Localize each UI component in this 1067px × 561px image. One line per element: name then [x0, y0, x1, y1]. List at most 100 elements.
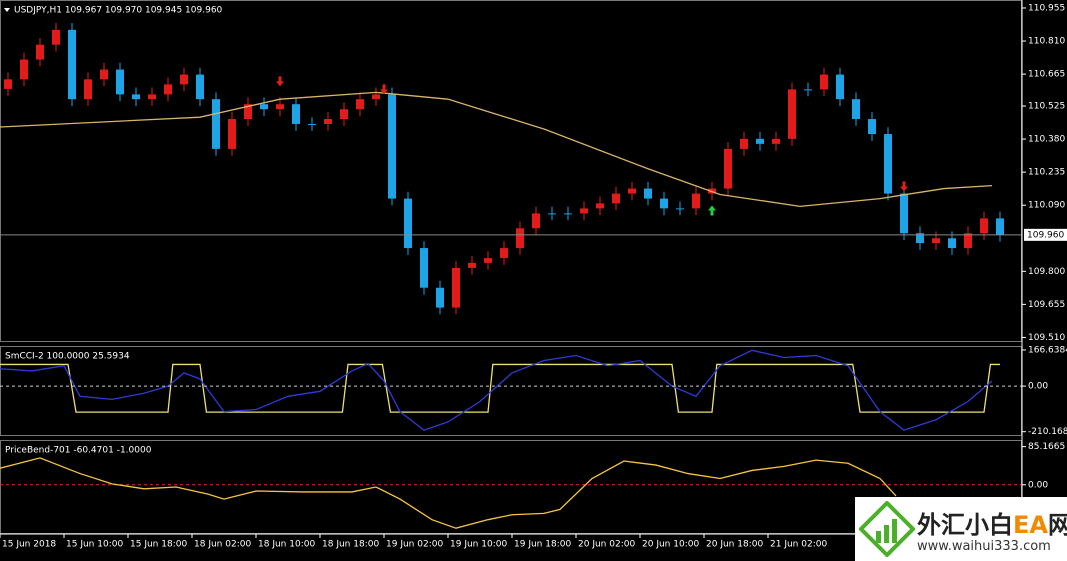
x-tick-label: 20 Jun 18:00 [706, 540, 763, 550]
x-tick-label: 19 Jun 10:00 [450, 540, 507, 550]
y-tick-label: 0.00 [1028, 382, 1048, 392]
watermark-name: 外汇小白EA网 [917, 505, 1067, 540]
candle-body [788, 89, 796, 139]
candle-body [308, 124, 316, 126]
candle-body [468, 262, 476, 268]
panel-frame [0, 0, 1022, 342]
watermark-text: 外汇小白 [917, 511, 1013, 539]
x-tick-label: 18 Jun 10:00 [258, 540, 315, 550]
candle-body [404, 198, 412, 249]
x-tick-label: 15 Jun 18:00 [130, 540, 187, 550]
candle-body [36, 44, 44, 60]
y-tick-label: 85.1665 [1028, 442, 1065, 452]
candle-body [500, 248, 508, 259]
candle-body [724, 148, 732, 189]
x-tick-label: 19 Jun 02:00 [386, 540, 443, 550]
x-tick-label: 20 Jun 10:00 [642, 540, 699, 550]
candle-body [964, 233, 972, 249]
y-tick-label: 110.955 [1028, 3, 1065, 13]
logo-icon [859, 501, 915, 557]
watermark-text: EA [1013, 511, 1048, 539]
candle-body [4, 79, 12, 89]
y-tick-label: 109.510 [1028, 333, 1065, 343]
y-tick-label: 0.00 [1028, 480, 1048, 490]
candle-body [260, 104, 268, 110]
watermark: 外汇小白EA网 www.waihui333.com [855, 497, 1067, 561]
x-tick-label: 15 Jun 2018 [2, 540, 56, 550]
candle-body [644, 188, 652, 199]
candle-body [292, 104, 300, 125]
indicator-line [0, 91, 993, 207]
candle-body [548, 213, 556, 215]
x-tick-label: 18 Jun 02:00 [194, 540, 251, 550]
panel-title: SmCCI-2 100.0000 25.5934 [5, 352, 130, 362]
panel-title: USDJPY,H1 109.967 109.970 109.945 109.96… [14, 6, 223, 16]
signal-arrow [900, 181, 908, 192]
signal-arrow [276, 76, 284, 87]
x-tick-label: 19 Jun 18:00 [514, 540, 571, 550]
candle-body [756, 138, 764, 144]
candle-body [356, 99, 364, 110]
signal-arrow [708, 205, 716, 216]
y-tick-label: 109.655 [1028, 300, 1065, 310]
candle-body [596, 203, 604, 209]
candle-body [20, 59, 28, 80]
candle-body [676, 208, 684, 210]
candle-body [84, 79, 92, 100]
candle-body [196, 74, 204, 100]
y-tick-label: 109.800 [1028, 267, 1065, 277]
candle-body [132, 94, 140, 100]
y-tick-label: 110.810 [1028, 37, 1065, 47]
candle-body [68, 29, 76, 100]
candle-body [532, 213, 540, 229]
candle-body [52, 29, 60, 45]
x-tick-label: 15 Jun 10:00 [66, 540, 123, 550]
candle-body [852, 99, 860, 120]
candle-body [324, 119, 332, 125]
candle-body [116, 69, 124, 95]
candle-body [772, 138, 780, 144]
candle-body [980, 218, 988, 234]
candle-body [276, 104, 284, 110]
candle-body [612, 193, 620, 204]
signal-arrow [380, 84, 388, 95]
candle-body [820, 74, 828, 90]
candle-body [628, 188, 636, 194]
candle-body [180, 74, 188, 85]
candle-body [420, 248, 428, 288]
candle-body [436, 287, 444, 308]
candle-body [484, 258, 492, 263]
candle-body [100, 69, 108, 80]
x-tick-label: 21 Jun 02:00 [770, 540, 827, 550]
candle-body [452, 267, 460, 308]
candle-body [916, 233, 924, 244]
candle-body [932, 238, 940, 244]
candle-body [580, 208, 588, 214]
candle-body [228, 119, 236, 149]
candle-body [900, 193, 908, 234]
x-tick-label: 20 Jun 02:00 [578, 540, 635, 550]
x-tick-label: 18 Jun 18:00 [322, 540, 379, 550]
y-tick-label: 166.6384 [1028, 345, 1067, 355]
y-tick-label: 110.665 [1028, 70, 1065, 80]
candle-body [516, 228, 524, 249]
last-price-box [1024, 228, 1067, 241]
panel-title: PriceBend-701 -60.4701 -1.0000 [5, 446, 152, 456]
candle-body [148, 94, 156, 100]
candle-body [212, 99, 220, 149]
candle-body [372, 94, 380, 100]
candle-body [564, 213, 572, 215]
watermark-text: 网 [1047, 511, 1067, 539]
candle-body [884, 134, 892, 194]
candle-body [996, 218, 1004, 235]
candle-body [948, 238, 956, 249]
indicator-line [0, 457, 897, 529]
candle-body [740, 138, 748, 149]
candle-body [388, 94, 396, 199]
y-tick-label: 110.090 [1028, 201, 1065, 211]
candle-body [804, 89, 812, 91]
y-tick-label: 110.380 [1028, 135, 1065, 145]
candle-body [868, 119, 876, 135]
